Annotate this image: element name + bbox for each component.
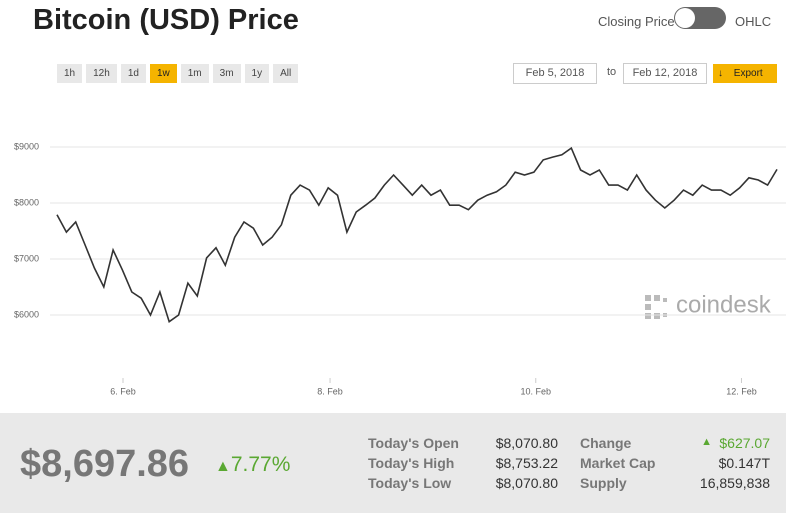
- stat-label: Today's High: [368, 455, 455, 471]
- range-button[interactable]: 1y: [244, 64, 270, 83]
- change-pct: ▲7.77%: [215, 453, 291, 476]
- toggle-label[interactable]: OHLC: [735, 14, 772, 29]
- range-button[interactable]: 1d: [120, 64, 146, 83]
- date-from[interactable]: Feb 5, 2018: [513, 63, 597, 84]
- watermark: coindesk: [676, 291, 772, 318]
- stat-label: Change: [580, 435, 632, 451]
- x-tick-label: 10. Feb: [520, 386, 551, 396]
- chart: coindesk $6000 $7000 $8000 $9000 6. Feb 8. Fe…: [14, 141, 786, 396]
- x-tick-label: 6. Feb: [110, 386, 136, 396]
- x-tick-label: 12. Feb: [726, 386, 757, 396]
- price: $8,697.86: [20, 443, 190, 485]
- title: Bitcoin (USD) Price: [33, 4, 299, 36]
- y-tick-label: $8000: [14, 197, 39, 207]
- summary-panel: $8,697.86 ▲7.77% Today's Open $8,070.80 Ch…: [0, 413, 786, 513]
- toggle[interactable]: [674, 7, 726, 29]
- range-button[interactable]: 1m: [180, 64, 209, 83]
- y-tick-label: $7000: [14, 253, 39, 263]
- stat-label: Supply: [580, 475, 627, 491]
- range-button[interactable]: All: [273, 64, 299, 83]
- range-button[interactable]: 1w: [149, 64, 177, 83]
- export-button[interactable]: ↓ Export: [713, 64, 777, 83]
- range-button[interactable]: 1h: [57, 64, 83, 83]
- y-tick-label: $9000: [14, 141, 39, 151]
- stat-value: $8,070.80: [495, 475, 558, 491]
- x-tick-label: 8. Feb: [317, 386, 343, 396]
- stat-label: Market Cap: [580, 455, 656, 471]
- stat-value: $8,753.22: [495, 455, 558, 471]
- date-to[interactable]: Feb 12, 2018: [623, 63, 707, 84]
- to-label: to: [607, 66, 617, 78]
- toggle-label[interactable]: Closing Price: [598, 14, 675, 29]
- stat-label: Today's Low: [368, 475, 452, 491]
- y-tick-label: $6000: [14, 309, 39, 319]
- stat-value: $627.07: [719, 435, 770, 451]
- stat-label: Today's Open: [368, 435, 459, 451]
- range-buttons: 1h 12h 1d 1w 1m 3m 1y All: [57, 64, 299, 83]
- up-arrow: ▲: [701, 436, 712, 448]
- stat-value: $0.147T: [718, 455, 770, 471]
- stat-value: $8,070.80: [495, 435, 558, 451]
- stat-value: 16,859,838: [699, 475, 770, 491]
- export-label: Export: [733, 68, 763, 79]
- range-button[interactable]: 3m: [212, 64, 241, 83]
- range-button[interactable]: 12h: [86, 64, 117, 83]
- change-pct-value: 7.77%: [230, 453, 291, 476]
- price-line: [56, 146, 778, 323]
